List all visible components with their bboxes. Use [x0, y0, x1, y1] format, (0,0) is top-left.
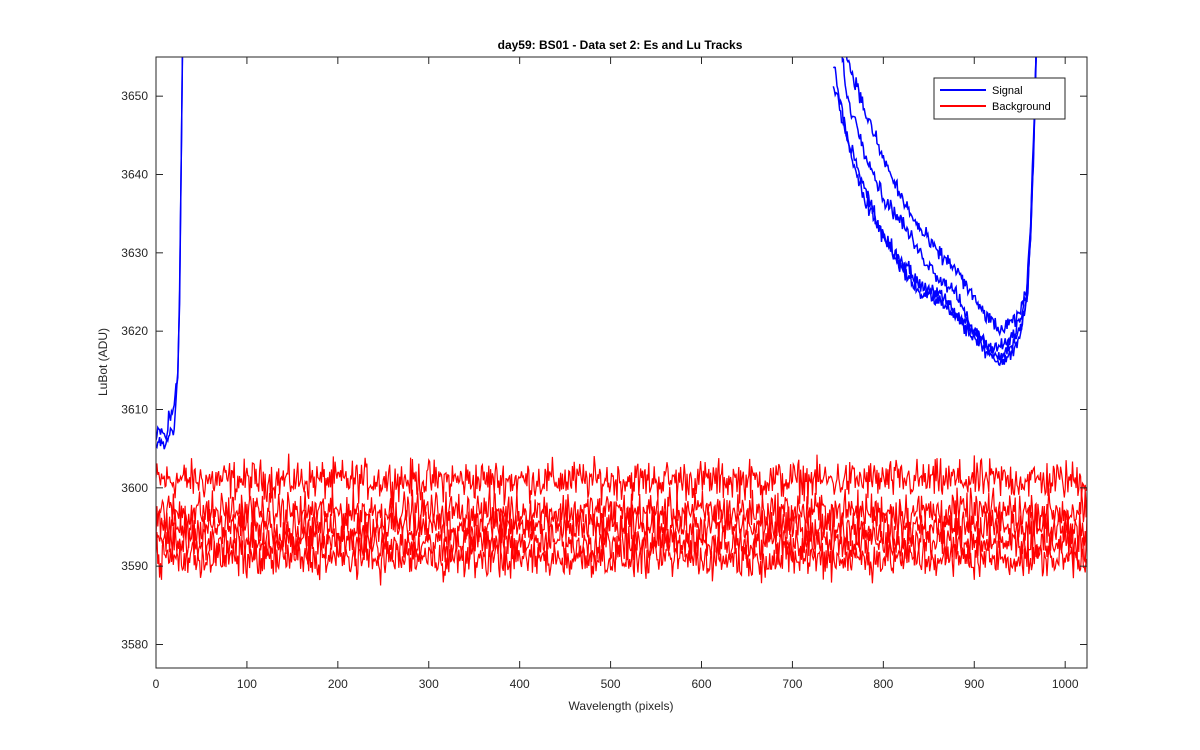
x-axis-label: Wavelength (pixels) [569, 699, 674, 713]
y-tick-label: 3650 [121, 89, 148, 103]
x-tick-label: 300 [419, 677, 439, 691]
y-tick-label: 3580 [121, 638, 148, 652]
signal-line-3 [832, 57, 1037, 355]
y-tick-label: 3590 [121, 559, 148, 573]
x-tick-label: 500 [601, 677, 621, 691]
y-tick-label: 3600 [121, 481, 148, 495]
x-tick-label: 900 [964, 677, 984, 691]
x-tick-label: 800 [873, 677, 893, 691]
x-tick-label: 0 [153, 677, 160, 691]
y-axis-label: LuBot (ADU) [96, 328, 110, 396]
y-tick-label: 3630 [121, 246, 148, 260]
signal-line-2 [832, 57, 1037, 361]
x-tick-label: 700 [782, 677, 802, 691]
signal-line-5 [845, 57, 1037, 337]
background-line-1 [156, 486, 1087, 537]
signal-line-4 [841, 57, 1037, 367]
x-tick-label: 100 [237, 677, 257, 691]
x-tick-label: 200 [328, 677, 348, 691]
x-tick-label: 600 [691, 677, 711, 691]
y-tick-label: 3640 [121, 168, 148, 182]
chart-title: day59: BS01 - Data set 2: Es and Lu Trac… [498, 38, 743, 52]
legend-signal-label: Signal [992, 85, 1023, 97]
background-line-0 [156, 453, 1087, 508]
legend-box [933, 77, 1066, 120]
legend-background-label: Background [992, 101, 1051, 113]
background-line-4 [156, 529, 1087, 586]
x-tick-label: 400 [510, 677, 530, 691]
ticks-layer: 0 100 200 300 400 500 600 700 800 900 1000 3580 3590… [121, 57, 1087, 691]
x-tick-label: 1000 [1052, 677, 1079, 691]
legend: Signal Background [933, 77, 1066, 120]
signal-line-1 [156, 57, 184, 450]
series-layer [156, 57, 1087, 586]
y-tick-label: 3610 [121, 403, 148, 417]
plot-frame [155, 56, 1088, 669]
y-tick-label: 3620 [121, 324, 148, 338]
plot-area [156, 57, 1087, 668]
